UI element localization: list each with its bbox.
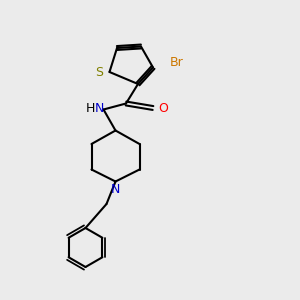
Text: O: O [158, 101, 168, 115]
Text: N: N [111, 183, 120, 196]
Text: N: N [95, 101, 105, 115]
Text: S: S [95, 65, 103, 79]
Text: Br: Br [169, 56, 183, 70]
Text: H: H [86, 101, 96, 115]
